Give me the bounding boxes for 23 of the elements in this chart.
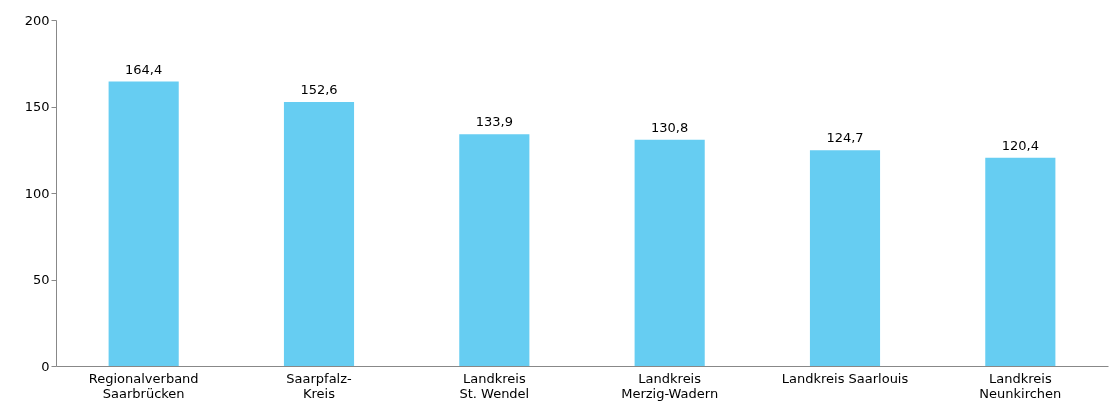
y-tick-label: 100 xyxy=(24,185,50,201)
y-tick-label: 200 xyxy=(24,12,50,28)
x-tick-label: Regionalverband Saarbrücken xyxy=(88,370,199,401)
data-label: 164,4 xyxy=(125,61,163,77)
bar xyxy=(108,81,179,366)
x-tick-label: Landkreis Saarlouis xyxy=(781,370,909,386)
data-label: 130,8 xyxy=(651,119,689,135)
x-tick-label: Saarpfalz- Kreis xyxy=(286,370,353,401)
bar xyxy=(985,157,1056,366)
y-tick-label: 150 xyxy=(24,99,50,114)
y-tick-label: 0 xyxy=(41,358,50,374)
y-tick-label: 50 xyxy=(32,272,50,287)
x-tick-label: Landkreis Neunkirchen xyxy=(979,370,1062,401)
data-label: 124,7 xyxy=(826,130,864,146)
bar xyxy=(459,134,530,366)
data-label: 152,6 xyxy=(300,82,338,97)
bar xyxy=(809,150,881,366)
x-tick-label: Landkreis Merzig-Wadern xyxy=(621,370,719,401)
bar xyxy=(283,102,355,366)
bar xyxy=(634,139,705,366)
data-label: 120,4 xyxy=(1001,137,1039,153)
x-tick-label: Landkreis St. Wendel xyxy=(459,370,530,401)
data-label: 133,9 xyxy=(475,114,513,130)
